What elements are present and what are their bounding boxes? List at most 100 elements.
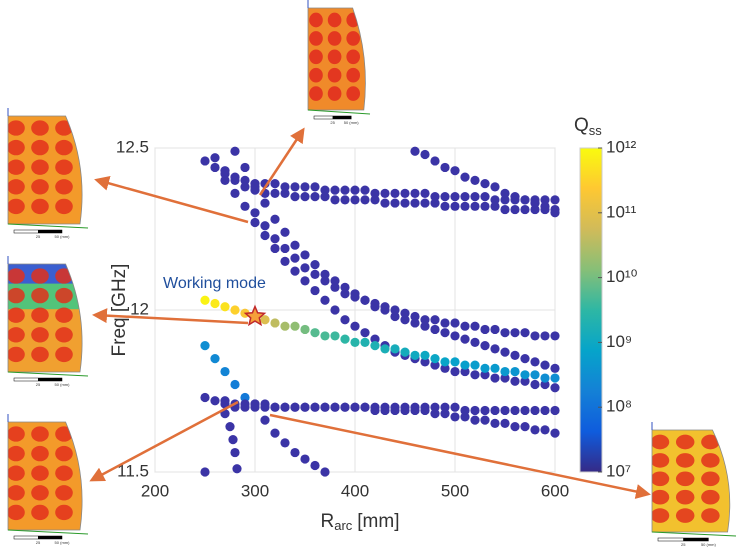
data-point [340, 185, 350, 195]
colorbar-tick-label: 10⁷ [606, 461, 631, 480]
data-point [200, 295, 210, 305]
data-point [450, 412, 460, 422]
data-point [450, 402, 460, 412]
data-point [330, 282, 340, 292]
field-lobe [55, 120, 73, 136]
field-lobe [309, 49, 323, 65]
field-lobe [31, 504, 49, 521]
data-point [240, 201, 250, 211]
data-point [420, 198, 430, 208]
data-point [450, 192, 460, 202]
data-point [460, 405, 470, 416]
data-point [250, 217, 260, 228]
inset-axis [7, 529, 89, 535]
data-point [400, 188, 410, 198]
data-point [460, 412, 470, 422]
data-point [290, 402, 300, 412]
data-point [200, 392, 210, 403]
data-point [550, 383, 560, 393]
data-point [470, 201, 480, 211]
data-point [300, 182, 310, 192]
data-point [220, 175, 230, 185]
data-point [340, 334, 350, 344]
field-lobe [31, 307, 49, 323]
inset-outline [307, 7, 366, 111]
field-lobe [675, 508, 695, 523]
colorbar-tick-label: 10⁸ [606, 397, 632, 416]
data-point [360, 185, 370, 195]
data-point [530, 198, 540, 208]
data-point [550, 208, 560, 218]
field-lobe [652, 508, 670, 523]
data-point [240, 175, 250, 185]
data-point [350, 292, 360, 302]
data-point [270, 428, 280, 438]
field-inset: 25 50 (mm) [307, 0, 371, 125]
data-point [290, 182, 300, 192]
arrow [269, 413, 651, 499]
data-point [500, 204, 510, 215]
data-point [400, 308, 410, 318]
data-point [380, 344, 390, 354]
data-point [330, 195, 340, 205]
data-point [420, 321, 430, 331]
field-lobe [8, 307, 25, 323]
field-lobe [31, 268, 49, 284]
field-lobe [55, 445, 73, 462]
data-point [200, 156, 210, 166]
inset-field [8, 264, 83, 372]
colorbar-tick-label: 10¹¹ [606, 202, 637, 221]
data-point [290, 321, 300, 331]
inset-outline [651, 429, 731, 533]
data-point [280, 438, 290, 448]
data-point [350, 321, 360, 331]
colorbar-tick-label: 10¹² [606, 137, 637, 156]
data-point [530, 370, 540, 380]
data-point [530, 331, 540, 341]
data-point [320, 192, 330, 202]
field-lobe [55, 327, 73, 343]
data-point [380, 405, 390, 416]
data-point [470, 321, 480, 331]
data-point [470, 337, 480, 347]
inset-outline [7, 421, 83, 531]
data-point [270, 214, 280, 224]
data-point [370, 405, 380, 416]
field-lobe [55, 426, 73, 442]
data-point [520, 328, 530, 338]
working-mode-marker [243, 304, 267, 327]
data-point [440, 402, 450, 412]
data-point [490, 373, 500, 383]
field-lobe [309, 31, 323, 46]
field-lobe [675, 434, 695, 450]
data-point [270, 402, 280, 412]
data-point [300, 263, 310, 273]
y-tick-label: 11.5 [117, 461, 149, 480]
data-point [228, 435, 238, 445]
data-point [350, 195, 360, 205]
data-point [510, 328, 520, 338]
data-point [232, 464, 242, 474]
field-lobe [55, 504, 73, 521]
data-point [270, 318, 280, 328]
data-point [310, 260, 320, 270]
data-point [360, 337, 370, 347]
field-lobe [55, 139, 73, 156]
data-point [410, 311, 420, 322]
inset-field [652, 430, 730, 532]
data-point [460, 192, 470, 202]
data-point [390, 198, 400, 208]
data-point [420, 357, 430, 367]
inset-field [8, 116, 83, 224]
data-point [430, 315, 440, 325]
scale-bar-fill [332, 116, 352, 119]
field-lobe [31, 445, 49, 462]
field-lobe [327, 31, 342, 46]
data-point [300, 250, 310, 260]
field-lobe [31, 485, 49, 501]
data-point [460, 201, 470, 211]
inset-axis [307, 109, 371, 115]
data-point [520, 204, 530, 215]
data-point [550, 405, 560, 416]
data-point [540, 201, 550, 211]
